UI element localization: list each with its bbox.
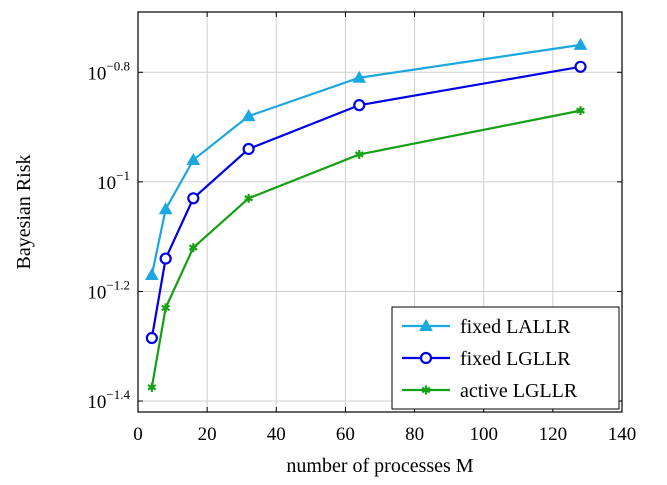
data-point-circle [574,60,587,73]
data-point-star [188,243,198,253]
data-point-triangle [573,37,588,50]
data-point-circle [145,331,158,345]
series-line [150,65,581,339]
legend-label: fixed LALLR [460,316,571,338]
x-tick-label: 0 [133,424,143,445]
x-tick-label: 60 [336,424,355,445]
data-point-triangle [158,202,173,215]
data-point-triangle [144,268,159,281]
data-point-star [421,385,431,395]
y-tick-label: 10−0.8 [87,58,130,84]
x-tick-label: 140 [608,424,637,445]
x-tick-label: 40 [267,424,286,445]
data-point-triangle [352,70,367,83]
data-point-star [147,382,157,392]
data-point-circle [242,142,255,156]
legend-item: fixed LGLLR [402,348,571,370]
data-point-star-stroke [576,107,585,114]
y-tick-label: 10−1 [97,168,130,194]
legend-label: active LGLLR [460,380,578,402]
grid [137,12,623,412]
y-tick-label: 10−1.2 [87,277,130,303]
x-tick-label: 120 [539,424,568,445]
legend-label: fixed LGLLR [460,348,571,370]
data-point-star [244,193,254,203]
data-point-star [576,106,585,116]
legend-item: active LGLLR [402,380,578,402]
x-axis-label: number of processes M [286,455,473,477]
data-point-triangle [186,152,201,165]
series-line [150,43,581,276]
data-point-triangle [241,109,256,122]
data-point-star-stroke [161,304,171,312]
x-tick-label: 100 [469,424,498,445]
data-point-circle [159,252,172,265]
data-point-circle [187,192,200,205]
data-point-star-stroke [421,386,431,394]
series-layer [144,37,588,392]
y-tick-label: 10−1.4 [87,387,130,413]
data-point-star-stroke [354,151,364,158]
series-fixed-lallr [144,37,588,281]
data-point-star-stroke [147,384,157,391]
legend: fixed LALLR fixed LGLLR active LGLLR [391,306,620,410]
y-axis-label: Bayesian Risk [13,155,35,270]
x-tick-label: 20 [198,424,217,445]
legend-item: fixed LALLR [402,316,571,338]
data-point-star [354,149,364,159]
x-tick-label: 80 [405,424,424,445]
data-point-circle [353,99,366,112]
plot-frame [137,11,623,413]
series-line [150,109,581,388]
data-point-star [161,303,171,313]
series-fixed-lgllr [145,60,587,345]
data-point-circle [419,351,433,365]
data-point-triangle [419,318,433,331]
ticks: 0 20 40 60 80 100 120 140 10−1.4 10−1.2 10−1 10−0.8 [87,12,636,445]
data-point-star-stroke [188,244,198,251]
data-point-star-stroke [244,195,254,202]
series-active-lgllr [147,106,585,392]
